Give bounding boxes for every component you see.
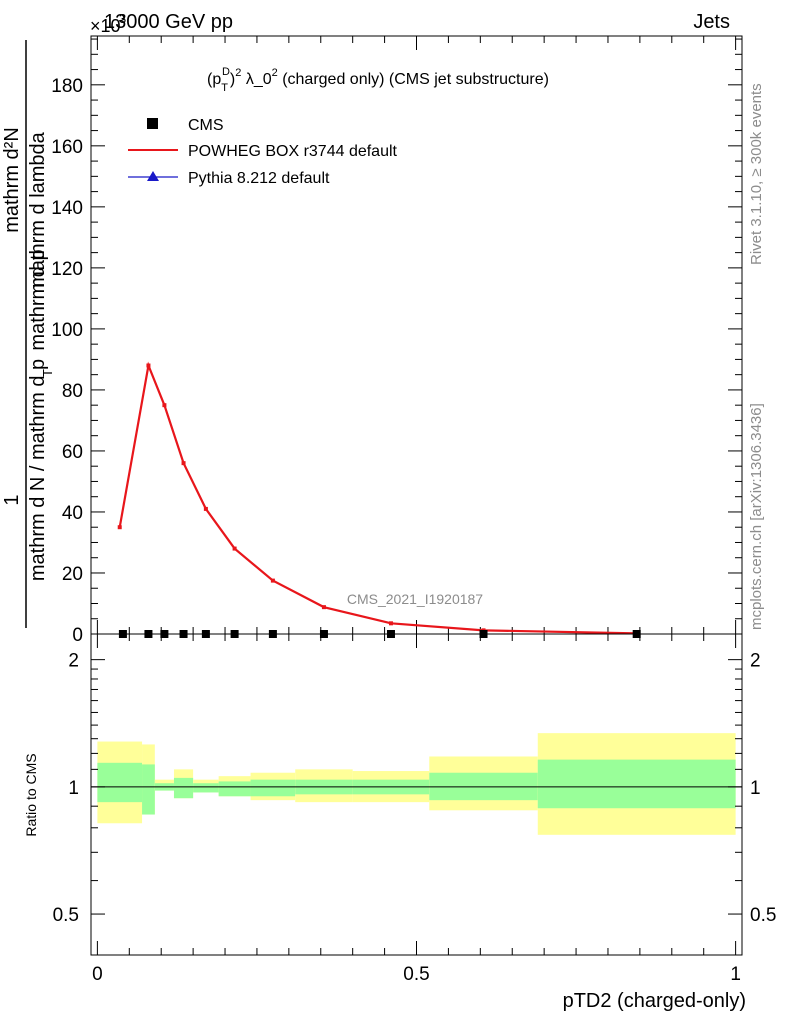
powheg-point: [270, 578, 275, 583]
y-title-one: 1: [1, 494, 23, 505]
ratio-y-ticks: 0.5 0.5 1 1 2 2: [53, 651, 777, 926]
y-axis-title: 1 mathrm d lambda mathrm d²N mathrm d N …: [1, 40, 55, 628]
powheg-point: [146, 363, 151, 368]
main-y-tick-label: 160: [51, 137, 83, 158]
main-y-tick-label: 0: [72, 625, 83, 646]
title-sup-2: 2: [235, 67, 241, 79]
plot-title: (pTD)2 λ_02 (charged only) (CMS jet subs…: [207, 66, 549, 94]
ratio-band-inner: [142, 764, 155, 815]
main-y-tick-label: 140: [51, 198, 83, 219]
y-title-dlambda: mathrm d lambda: [27, 131, 49, 287]
title-p: (p: [207, 71, 221, 88]
main-y-tick-label: 80: [62, 381, 83, 402]
y-title-dp: mathrm d p: [27, 249, 49, 350]
main-y-tick-label: 100: [51, 320, 83, 341]
ratio-x-tick-label: 1: [730, 964, 741, 985]
title-tail: (charged only) (CMS jet substructure): [278, 71, 549, 88]
beam-label: 13000 GeV pp: [104, 11, 233, 33]
title-sup-3: 2: [272, 67, 278, 79]
ratio-band-inner: [218, 781, 251, 797]
process-label: Jets: [693, 11, 730, 33]
ratio-y-tick-label: 1: [68, 778, 79, 799]
title-sup-d: D: [222, 66, 230, 78]
ratio-y-tick-label: 2: [68, 651, 79, 672]
y-title-denominator: mathrm d N / mathrm d p: [27, 359, 49, 581]
main-y-tick-label: 60: [62, 442, 83, 463]
ratio-x-tick-label: 0.5: [403, 964, 429, 985]
ratio-ylabel: Ratio to CMS: [23, 753, 39, 836]
y-title-numerator: mathrm d²N: [1, 127, 23, 233]
y-title-sub: T: [40, 369, 55, 377]
ratio-bands: [97, 733, 736, 835]
ratio-band-inner: [537, 759, 736, 809]
ratio-x-tick-label: 0: [92, 964, 103, 985]
main-y-tick-label: 180: [51, 76, 83, 97]
title-sub-t: T: [221, 82, 228, 94]
main-y-tick-label: 20: [62, 564, 83, 585]
legend-powheg-label: POWHEG BOX r3744 default: [188, 143, 398, 160]
ratio-band-inner: [193, 783, 219, 793]
main-x-ticks: [96, 36, 737, 634]
powheg-point: [321, 605, 326, 610]
rivet-label: Rivet 3.1.10, ≥ 300k events: [748, 83, 765, 265]
ratio-y-tick-label-right: 0.5: [750, 905, 776, 926]
powheg-point: [181, 461, 186, 466]
legend-pythia-marker: [147, 171, 159, 181]
axis-exponent-power: 3: [119, 11, 126, 26]
ratio-band-inner: [173, 777, 194, 799]
legend: CMS POWHEG BOX r3744 default Pythia 8.21…: [128, 117, 398, 187]
powheg-point: [117, 525, 122, 530]
svg-text:(pTD)2 λ_02 (charged only) (CM: (pTD)2 λ_02 (charged only) (CMS jet subs…: [207, 66, 549, 94]
powheg-point: [203, 506, 208, 511]
title-lambda: λ_0: [241, 71, 271, 88]
main-y-tick-label: 120: [51, 259, 83, 280]
axis-exponent: ×10: [90, 16, 121, 36]
ratio-x-ticks: 0 0.5 1: [92, 634, 741, 985]
powheg-point: [232, 546, 237, 551]
ratio-band-inner: [250, 779, 296, 797]
legend-pythia-label: Pythia 8.212 default: [188, 170, 330, 187]
title-close: ): [230, 71, 235, 88]
main-y-tick-label: 40: [62, 503, 83, 524]
ratio-band-inner: [97, 762, 143, 803]
powheg-point: [162, 403, 167, 408]
ratio-y-tick-label: 0.5: [53, 905, 79, 926]
mcplots-label: mcplots.cern.ch [arXiv:1306.3436]: [748, 403, 765, 630]
legend-cms-marker: [147, 118, 158, 129]
main-y-ticks: 0 20 40 60 80 100 120 140 160 180: [51, 38, 742, 646]
legend-cms-label: CMS: [188, 117, 224, 134]
powheg-point: [388, 621, 393, 626]
ratio-panel: 0.5 0.51 12 2 0 0.5 1: [53, 633, 777, 985]
analysis-id: CMS_2021_I1920187: [347, 591, 483, 607]
x-axis-label: pTD2 (charged-only): [563, 990, 746, 1012]
ratio-y-tick-label-right: 2: [750, 651, 761, 672]
ratio-y-tick-label-right: 1: [750, 778, 761, 799]
